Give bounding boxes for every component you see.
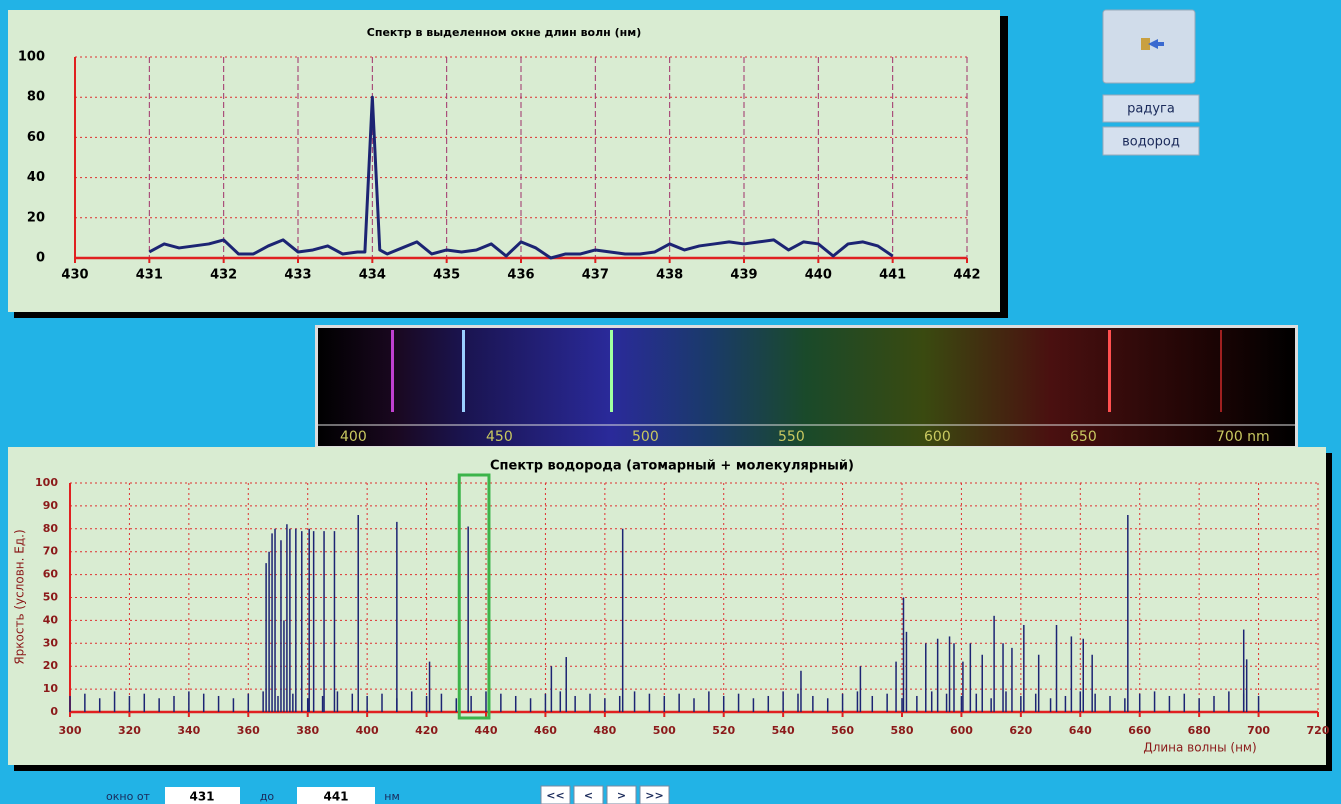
scale-label: 700 nm [1216, 429, 1270, 445]
scale-label: 600 [924, 429, 951, 445]
y-tick-label: 20 [27, 210, 45, 225]
x-tick-label: 437 [582, 268, 609, 283]
chart-title: Спектр в выделенном окне длин волн (нм) [367, 26, 641, 39]
x-tick-label: 380 [296, 724, 319, 737]
y-tick-label: 70 [43, 545, 59, 558]
x-tick-label: 620 [1009, 724, 1032, 737]
y-tick-label: 60 [43, 568, 59, 581]
y-tick-label: 10 [43, 682, 59, 695]
y-tick-label: 90 [43, 499, 59, 512]
x-tick-label: 460 [534, 724, 557, 737]
x-tick-label: 560 [831, 724, 854, 737]
x-axis-label: Длина волны (нм) [1143, 741, 1256, 755]
x-tick-label: 420 [415, 724, 438, 737]
x-tick-label: 680 [1188, 724, 1211, 737]
from-value[interactable]: 431 [189, 790, 214, 804]
x-tick-label: 540 [772, 724, 795, 737]
y-tick-label: 60 [27, 130, 45, 145]
app: Спектр в выделенном окне длин волн (нм) … [0, 0, 1341, 804]
x-tick-label: 320 [118, 724, 141, 737]
x-tick-label: 660 [1128, 724, 1151, 737]
x-tick-label: 433 [284, 268, 311, 283]
x-tick-label: 500 [653, 724, 676, 737]
x-tick-label: 431 [136, 268, 163, 283]
scale-label: 400 [340, 429, 367, 445]
x-tick-label: 300 [59, 724, 82, 737]
y-axis-label: Яркость (условн. Ед.) [13, 529, 27, 664]
y-tick-label: 100 [35, 476, 58, 489]
y-tick-label: 80 [43, 522, 59, 535]
y-tick-label: 50 [43, 591, 59, 604]
x-tick-label: 400 [356, 724, 379, 737]
x-tick-label: 435 [433, 268, 460, 283]
button-label[interactable]: водород [1122, 135, 1180, 150]
button-label[interactable]: радуга [1127, 102, 1175, 117]
nav-label[interactable]: > [617, 789, 626, 802]
x-tick-label: 432 [210, 268, 237, 283]
y-tick-label: 40 [27, 170, 45, 185]
y-tick-label: 40 [43, 613, 59, 626]
x-tick-label: 442 [953, 268, 980, 283]
y-tick-label: 20 [43, 659, 59, 672]
nav-label[interactable]: < [584, 789, 593, 802]
y-tick-label: 0 [36, 251, 45, 266]
x-tick-label: 720 [1307, 724, 1330, 737]
x-tick-label: 700 [1247, 724, 1270, 737]
x-tick-label: 340 [177, 724, 200, 737]
unit-label: нм [384, 790, 400, 803]
x-tick-label: 438 [656, 268, 683, 283]
x-tick-label: 360 [237, 724, 260, 737]
x-tick-label: 434 [359, 268, 386, 283]
x-tick-label: 480 [593, 724, 616, 737]
x-tick-label: 441 [879, 268, 906, 283]
x-tick-label: 439 [730, 268, 757, 283]
x-tick-label: 520 [712, 724, 735, 737]
x-tick-label: 440 [475, 724, 498, 737]
page: Спектр в выделенном окне длин волн (нм) … [0, 0, 1341, 804]
to-label: до [260, 790, 275, 803]
window-label: окно от [106, 790, 151, 803]
scale-label: 450 [486, 429, 513, 445]
x-tick-label: 430 [61, 268, 88, 283]
nav-label[interactable]: << [546, 789, 564, 802]
chart-title: Спектр водорода (атомарный + молекулярны… [490, 459, 854, 474]
y-tick-label: 30 [43, 636, 59, 649]
y-tick-label: 80 [27, 90, 45, 105]
y-tick-label: 100 [18, 50, 45, 65]
scale-label: 500 [632, 429, 659, 445]
x-tick-label: 640 [1069, 724, 1092, 737]
x-tick-label: 440 [805, 268, 832, 283]
scale-label: 650 [1070, 429, 1097, 445]
y-tick-label: 0 [50, 705, 58, 718]
nav-label[interactable]: >> [645, 789, 663, 802]
x-tick-label: 436 [507, 268, 534, 283]
scale-label: 550 [778, 429, 805, 445]
x-tick-label: 580 [891, 724, 914, 737]
x-tick-label: 600 [950, 724, 973, 737]
to-value[interactable]: 441 [323, 790, 348, 804]
